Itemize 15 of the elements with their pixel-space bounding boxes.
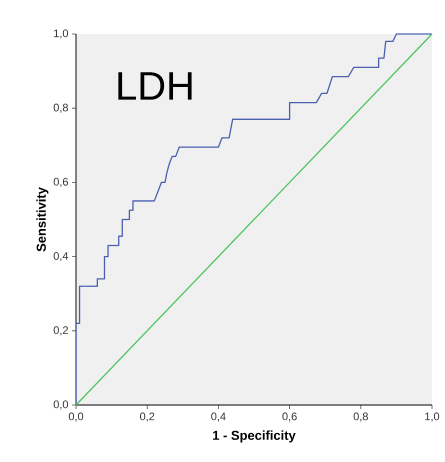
x-axis-title: 1 - Specificity xyxy=(213,430,296,442)
x-tick-label: 0,4 xyxy=(211,412,226,422)
annotation: LDH xyxy=(118,72,192,100)
y-tick-label: 0,2 xyxy=(54,326,68,336)
y-tick-label: 0,0 xyxy=(54,400,68,410)
x-tick-label: 0,8 xyxy=(354,412,368,422)
y-axis-title: Sensitivity xyxy=(36,187,48,252)
y-tick-label: 0,4 xyxy=(54,252,68,262)
y-tick-label: 0,6 xyxy=(54,178,68,187)
y-tick-label: 1,0 xyxy=(54,29,68,39)
x-tick-label: 0,6 xyxy=(282,412,297,422)
x-tick-label: 1,0 xyxy=(425,412,440,422)
y-tick-label: 0,8 xyxy=(54,104,68,113)
x-tick-label: 0,2 xyxy=(140,412,154,422)
x-tick-label: 0,0 xyxy=(68,412,84,422)
